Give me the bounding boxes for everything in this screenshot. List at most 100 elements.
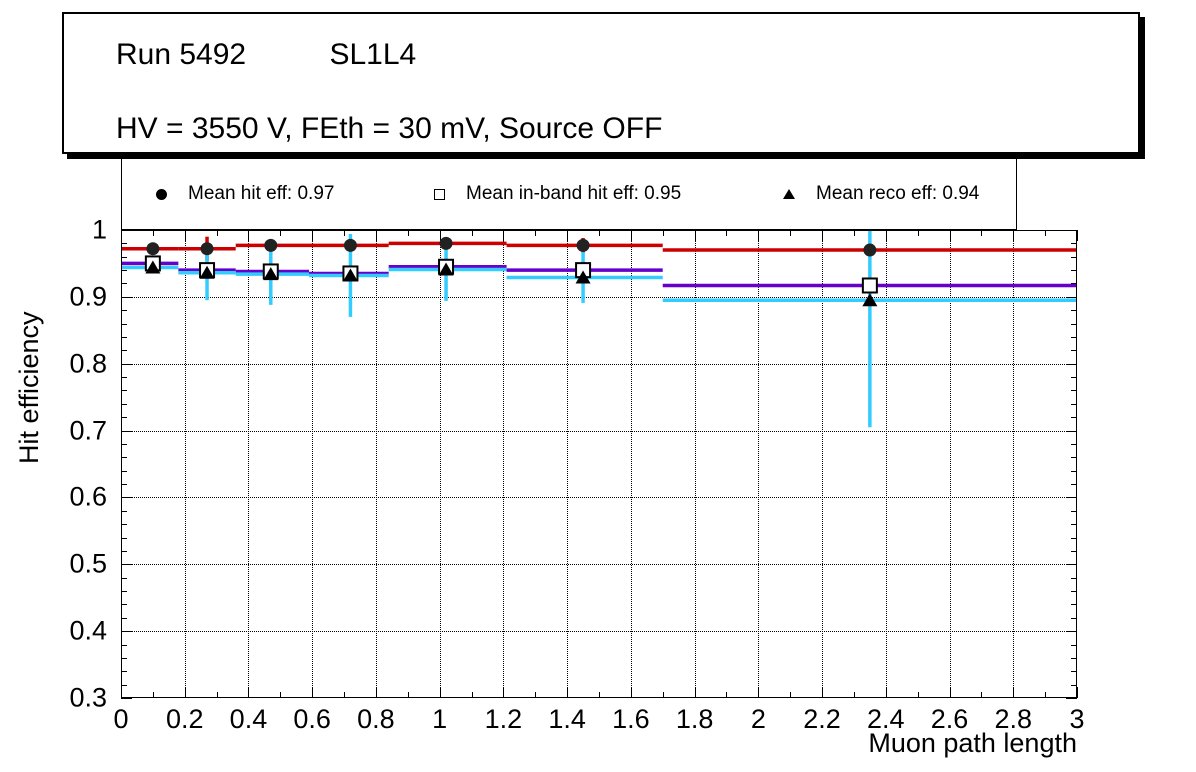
- y-axis-tick: [121, 631, 132, 633]
- series-markers-3: [145, 260, 878, 307]
- gridline-horizontal: [121, 497, 1077, 499]
- y-axis-tick-right: [1071, 644, 1077, 646]
- x-axis-tick-top: [1045, 230, 1047, 236]
- open-square-icon: [422, 188, 456, 200]
- x-axis-tick: [981, 692, 983, 698]
- y-axis-tick: [121, 336, 127, 338]
- x-axis-tick: [216, 692, 218, 698]
- y-axis-tick: [121, 390, 127, 392]
- x-axis-tick: [280, 692, 282, 698]
- marker-filled-triangle: [263, 267, 279, 281]
- y-axis-tick: [121, 537, 127, 539]
- gridline-horizontal: [121, 564, 1077, 566]
- x-axis-tick-top: [726, 230, 728, 236]
- gridline-vertical: [694, 230, 696, 698]
- y-axis-tick-right: [1071, 591, 1077, 593]
- y-axis-tick-right: [1066, 430, 1077, 432]
- marker-filled-triangle: [342, 268, 358, 282]
- x-axis-tick: [375, 687, 377, 698]
- x-axis-tick-top: [758, 230, 760, 241]
- x-axis-tick-top: [567, 230, 569, 241]
- x-axis-tick: [535, 692, 537, 698]
- y-axis-tick-label: 0.6: [69, 481, 107, 512]
- x-axis-tick: [790, 692, 792, 698]
- y-axis-tick-label: 0.4: [69, 615, 107, 646]
- x-axis-tick-top: [630, 230, 632, 241]
- gridline-vertical: [312, 230, 314, 698]
- x-axis-tick: [248, 687, 250, 698]
- y-axis-tick: [121, 323, 127, 325]
- x-axis-tick-label: 1.2: [484, 704, 523, 734]
- marker-filled-circle: [439, 236, 453, 250]
- y-axis-tick-right: [1071, 243, 1077, 245]
- y-axis-tick-right: [1071, 336, 1077, 338]
- x-axis-tick: [471, 692, 473, 698]
- y-axis-tick: [121, 403, 127, 405]
- y-axis-tick-right: [1066, 296, 1077, 298]
- y-axis-tick: [121, 243, 127, 245]
- marker-filled-circle: [146, 242, 160, 256]
- y-axis-tick-right: [1071, 537, 1077, 539]
- x-axis-tick-top: [1013, 230, 1015, 241]
- y-axis-tick: [121, 430, 132, 432]
- x-axis-tick-top: [662, 230, 664, 236]
- y-axis-tick: [121, 283, 127, 285]
- y-axis-tick: [121, 577, 127, 579]
- x-axis-tick-top: [535, 230, 537, 236]
- y-axis-tick-right: [1071, 417, 1077, 419]
- y-axis-tick-right: [1071, 377, 1077, 379]
- y-axis-tick: [121, 604, 127, 606]
- x-axis-tick: [853, 692, 855, 698]
- x-axis-tick: [439, 687, 441, 698]
- x-axis-tick: [630, 687, 632, 698]
- gridline-vertical: [822, 230, 824, 698]
- x-axis-tick-label: 1.4: [548, 704, 586, 734]
- gridline-horizontal: [121, 430, 1077, 432]
- y-axis-tick: [121, 296, 132, 298]
- x-axis-tick-top: [375, 230, 377, 241]
- x-axis-tick-top: [917, 230, 919, 236]
- y-axis-tick: [121, 684, 127, 686]
- y-axis-tick-right: [1071, 323, 1077, 325]
- x-axis-tick-label: 2.6: [930, 704, 969, 734]
- data-series-layer: [121, 230, 1077, 428]
- x-axis-tick-top: [407, 230, 409, 236]
- y-axis-tick-right: [1071, 617, 1077, 619]
- x-axis-tick-top: [280, 230, 282, 236]
- x-axis-tick: [503, 687, 505, 698]
- gridline-horizontal: [121, 296, 1077, 298]
- y-axis-tick: [121, 644, 127, 646]
- x-axis-tick: [344, 692, 346, 698]
- title-settings-info: HV = 3550 V, FEth = 30 mV, Source OFF: [116, 112, 663, 145]
- x-axis-tick-label: 0.8: [357, 704, 395, 734]
- y-axis-tick: [121, 417, 127, 419]
- marker-filled-circle: [264, 238, 278, 252]
- x-axis-tick: [599, 692, 600, 698]
- gridline-vertical: [630, 230, 632, 698]
- legend-label-reco-eff: Mean reco eff: 0.94: [816, 183, 980, 204]
- x-axis-tick-top: [248, 230, 250, 241]
- y-axis-tick-right: [1071, 270, 1077, 272]
- x-axis-tick-label: 2.4: [867, 704, 905, 734]
- gridline-vertical: [949, 230, 951, 698]
- x-axis-tick-label: 0.4: [229, 704, 268, 734]
- y-axis-tick-right: [1071, 684, 1077, 686]
- marker-filled-circle: [576, 238, 590, 252]
- x-axis-tick: [1077, 687, 1078, 698]
- gridline-vertical: [184, 230, 186, 698]
- x-axis-tick-top: [344, 230, 346, 236]
- legend: Mean hit eff: 0.97 Mean in-band hit eff:…: [121, 158, 1017, 230]
- x-axis-tick: [726, 692, 728, 698]
- gridline-horizontal: [121, 631, 1077, 633]
- y-axis-tick-label: 0.7: [69, 415, 107, 446]
- x-axis-tick-label: 2.2: [803, 704, 841, 734]
- marker-filled-triangle: [145, 260, 161, 274]
- y-axis-tick: [121, 350, 127, 352]
- y-axis-tick: [121, 457, 127, 459]
- x-axis-tick: [1045, 692, 1047, 698]
- gridline-horizontal: [121, 363, 1077, 365]
- x-axis-tick-label: 3: [1069, 704, 1085, 734]
- y-axis-tick-right: [1071, 524, 1077, 526]
- y-axis-tick-right: [1066, 564, 1077, 566]
